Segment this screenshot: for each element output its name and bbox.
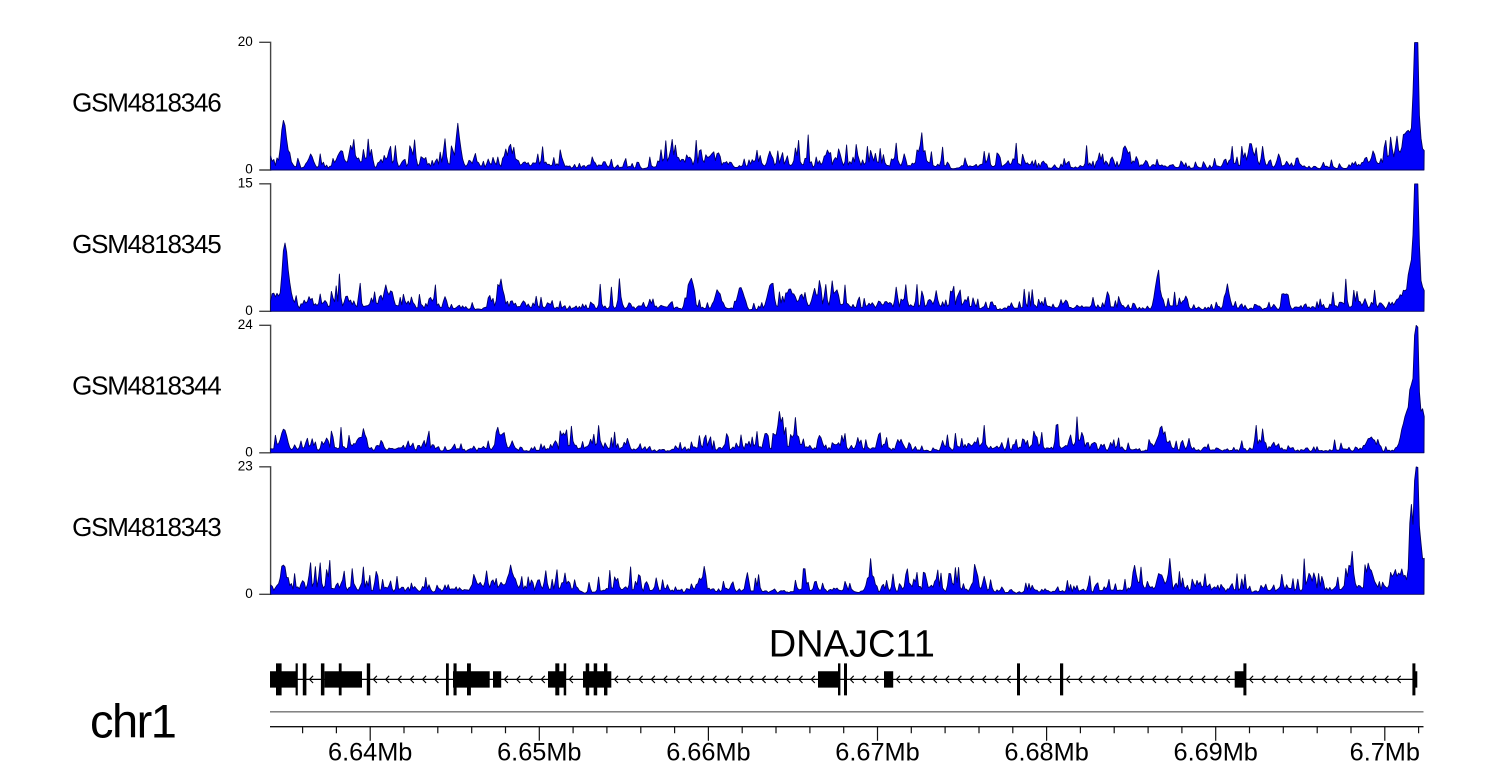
- svg-text:6.67Mb: 6.67Mb: [835, 739, 919, 767]
- svg-text:GSM4818343: GSM4818343: [72, 512, 221, 542]
- svg-text:0: 0: [245, 444, 253, 459]
- svg-text:6.66Mb: 6.66Mb: [666, 739, 750, 767]
- svg-text:6.65Mb: 6.65Mb: [497, 739, 581, 767]
- svg-text:6.69Mb: 6.69Mb: [1174, 739, 1258, 767]
- svg-text:GSM4818345: GSM4818345: [72, 229, 221, 259]
- svg-text:24: 24: [238, 317, 254, 332]
- svg-text:20: 20: [238, 34, 253, 49]
- svg-text:0: 0: [245, 303, 253, 318]
- svg-text:0: 0: [245, 162, 253, 177]
- svg-text:chr1: chr1: [90, 695, 175, 748]
- svg-text:6.64Mb: 6.64Mb: [328, 739, 412, 767]
- svg-text:GSM4818344: GSM4818344: [72, 370, 221, 400]
- svg-text:23: 23: [238, 458, 253, 473]
- svg-text:6.68Mb: 6.68Mb: [1004, 739, 1088, 767]
- svg-text:DNAJC11: DNAJC11: [769, 623, 935, 665]
- svg-text:0: 0: [245, 586, 253, 601]
- svg-text:GSM4818346: GSM4818346: [72, 87, 221, 117]
- svg-text:15: 15: [238, 175, 253, 190]
- svg-text:6.7Mb: 6.7Mb: [1350, 739, 1420, 767]
